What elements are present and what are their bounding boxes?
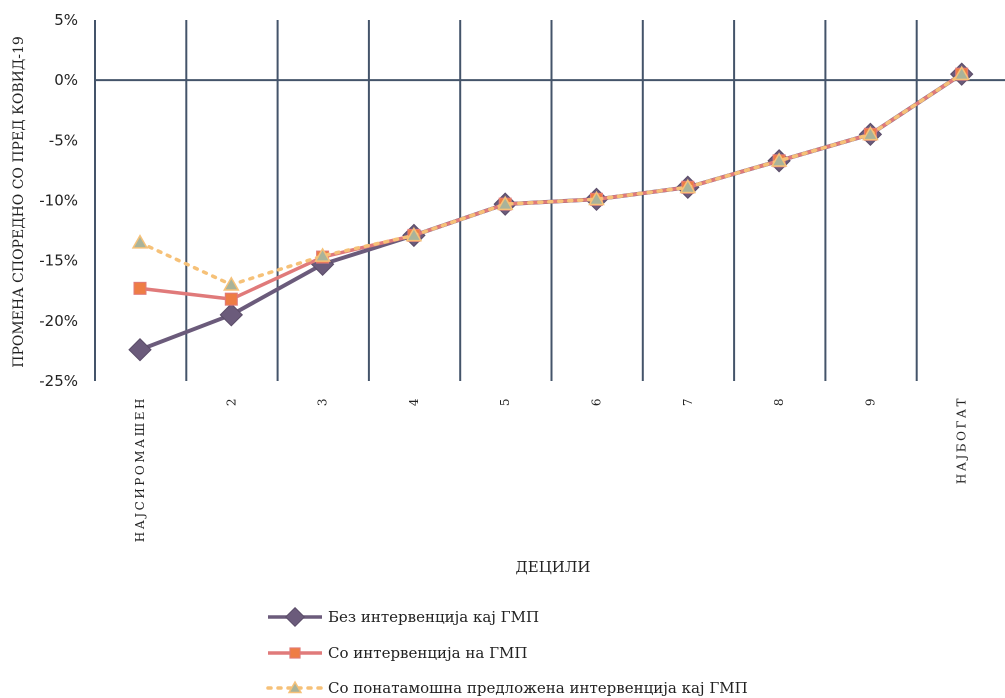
y-tick-label: 0% bbox=[54, 71, 78, 89]
x-tick-label: 8 bbox=[772, 396, 786, 406]
y-tick-label: 5% bbox=[54, 11, 78, 29]
legend-item: Без интервенција кај ГМП bbox=[268, 606, 539, 628]
data-point bbox=[133, 281, 147, 295]
y-tick-label: -20% bbox=[39, 312, 78, 330]
y-tick-label: -15% bbox=[39, 252, 78, 270]
data-point bbox=[128, 338, 152, 362]
legend-item: Со интервенција на ГМП bbox=[268, 644, 527, 662]
data-point bbox=[131, 234, 149, 249]
data-point bbox=[496, 195, 514, 211]
data-point bbox=[405, 226, 423, 242]
x-tick-label: 2 bbox=[224, 396, 238, 406]
y-tick-label: -5% bbox=[49, 131, 78, 149]
data-point bbox=[224, 292, 238, 306]
data-point bbox=[953, 65, 970, 81]
data-point bbox=[770, 152, 788, 167]
data-point bbox=[679, 178, 697, 194]
y-tick-label: -10% bbox=[39, 192, 78, 210]
x-tick-label: НАЈСИРОМАШЕН bbox=[133, 396, 147, 542]
x-tick-label: НАЈБОГАТ bbox=[955, 396, 969, 484]
legend-label: Без интервенција кај ГМП bbox=[328, 608, 539, 626]
y-tick-label: -25% bbox=[39, 372, 78, 390]
x-tick-label: 5 bbox=[498, 396, 512, 406]
x-tick-label: 6 bbox=[590, 396, 604, 406]
legend: Без интервенција кај ГМП Со интервенција … bbox=[266, 606, 748, 697]
data-point bbox=[219, 303, 244, 327]
data-point bbox=[862, 125, 879, 141]
x-tick-labels: НАЈСИРОМАШЕН 2 3 4 5 6 7 8 9 НАЈБОГАТ bbox=[133, 396, 969, 542]
x-tick-label: 4 bbox=[407, 396, 421, 406]
legend-marker bbox=[284, 606, 306, 628]
legend-label: Со интервенција на ГМП bbox=[328, 644, 527, 662]
data-point bbox=[588, 190, 605, 206]
series-3 bbox=[131, 65, 970, 291]
x-tick-label: 9 bbox=[863, 396, 877, 406]
data-point bbox=[314, 247, 331, 262]
y-axis-title: ПРОМЕНА СПОРЕДНО СО ПРЕД КОВИД-19 bbox=[11, 36, 27, 368]
data-point bbox=[223, 276, 240, 291]
legend-marker bbox=[289, 647, 301, 659]
series-line bbox=[138, 72, 964, 287]
x-tick-label: 3 bbox=[316, 396, 330, 406]
x-tick-label: 7 bbox=[681, 396, 695, 406]
legend-item: Со понатамошна предложена интервенција к… bbox=[266, 679, 748, 697]
x-axis-title: ДЕЦИЛИ bbox=[516, 558, 591, 576]
legend-marker bbox=[287, 680, 303, 694]
series-layer bbox=[128, 62, 974, 362]
legend-label: Со понатамошна предложена интервенција к… bbox=[328, 679, 748, 697]
y-tick-labels: 5% 0% -5% -10% -15% -20% -25% bbox=[39, 11, 78, 390]
